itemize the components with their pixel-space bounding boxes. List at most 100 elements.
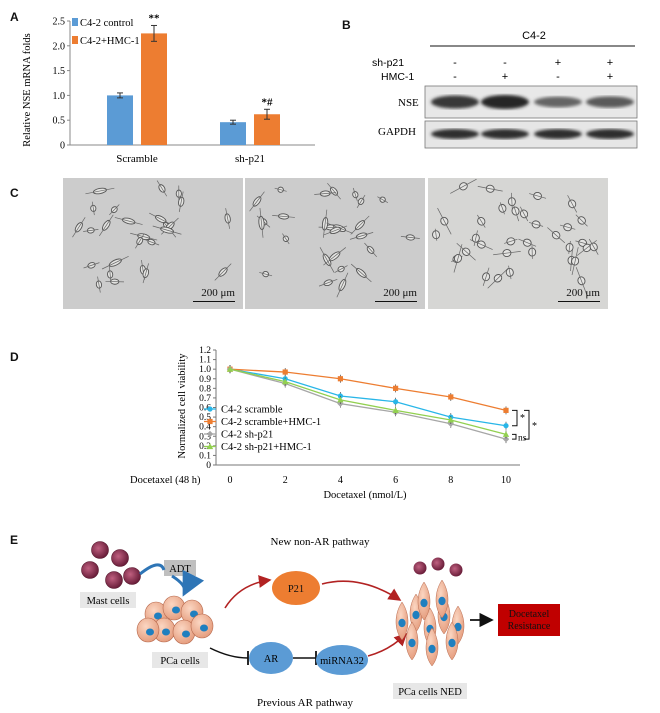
- bracket-3: [512, 433, 517, 440]
- cell-shape: [90, 201, 97, 216]
- cell-shape: [334, 265, 348, 273]
- cell-shape: [259, 271, 273, 278]
- data-point: [282, 369, 288, 375]
- sign-1-0: -: [453, 71, 457, 83]
- cell-shape: [528, 220, 544, 229]
- nse-band: [534, 96, 582, 108]
- mirna-node: [316, 645, 368, 675]
- pca-cells-label: PCa cells: [160, 656, 199, 667]
- cell-shape: [323, 247, 347, 266]
- legend-label-1: C4-2 scramble+HMC-1: [221, 417, 321, 428]
- cell-shape: [477, 184, 503, 193]
- panel-a-ytick-label: 2.5: [53, 17, 66, 28]
- cell-shape: [565, 240, 574, 254]
- panel-a-ytick-label: 2.0: [53, 41, 66, 52]
- cell-shape: [377, 196, 389, 203]
- pca-cells-label-box: [152, 652, 208, 668]
- cell-shape: [437, 207, 452, 235]
- data-point: [447, 416, 454, 423]
- nucleus: [428, 644, 436, 654]
- data-point: [282, 378, 289, 385]
- cell-shape: [109, 204, 120, 216]
- data-point: [337, 396, 344, 403]
- cell-shape: [156, 180, 168, 197]
- cell-shape: [318, 278, 338, 287]
- mast-cells-label: Mast cells: [87, 596, 130, 607]
- bracket-1: [512, 409, 518, 427]
- cell-shape: [83, 262, 100, 269]
- panel-a-chart: Relative NSE mRNA folds 0 0.5 1.0 1.5 2.0 2.5…: [22, 12, 315, 165]
- legend-label-hmc: C4-2+HMC-1: [80, 36, 140, 47]
- panel-b-western-blot: C4-2 sh-p21 HMC-1 - - + + - + - + NSE GAPDH: [372, 30, 638, 149]
- cell-shape: [214, 263, 232, 281]
- cell-shape: [350, 263, 372, 283]
- mast-cell-icon: [111, 549, 129, 567]
- panel-a-ytick-label: 1.5: [53, 66, 66, 77]
- nucleus: [448, 638, 456, 648]
- series-line: [229, 368, 507, 427]
- cell-shape: [336, 272, 349, 298]
- cell-shape: [352, 187, 359, 202]
- row-label-hmc1: HMC-1: [381, 71, 414, 83]
- cell-shape: [321, 209, 329, 238]
- cell-shape: [72, 217, 86, 238]
- cell-shape: [258, 208, 265, 238]
- p21-label: P21: [288, 584, 304, 595]
- bar-0-1: [220, 122, 246, 145]
- panel-d-xrow-label: Docetaxel (48 h): [130, 475, 201, 486]
- inhibit-line-to-ar: [209, 647, 249, 659]
- cell-shape: [135, 233, 145, 249]
- sign-1-2: -: [556, 71, 560, 83]
- pca-cells-cluster: [136, 595, 214, 645]
- panel-a-significance: **: [149, 12, 161, 24]
- ar-label: AR: [264, 654, 279, 665]
- panel-label-d: D: [10, 350, 19, 364]
- cell-shape: [85, 187, 115, 195]
- cell-shape: [505, 265, 514, 280]
- cell-shape: [498, 202, 507, 215]
- cell-shape: [504, 237, 518, 246]
- panel-d-chart: Normalized cell viability 00.10.20.30.40…: [130, 346, 537, 500]
- nucleus: [408, 638, 416, 648]
- nucleus: [438, 596, 446, 606]
- data-point: [207, 418, 213, 425]
- cell-shape: [450, 178, 477, 194]
- mast-cells-cluster: [81, 541, 141, 589]
- bracket-2: [524, 409, 530, 440]
- micrograph-background: [428, 178, 608, 309]
- bottom-pathway-label: Previous AR pathway: [257, 697, 353, 709]
- gapdh-band: [534, 129, 582, 139]
- cell-shape: [432, 228, 440, 241]
- cell-shape: [178, 191, 185, 213]
- panel-d-xtick-label: 2: [283, 475, 288, 486]
- cell-shape: [364, 242, 377, 258]
- cell-shape: [493, 249, 521, 258]
- cell-shape: [99, 214, 114, 237]
- series-3: [226, 365, 510, 439]
- cell-shape: [511, 200, 520, 222]
- panel-a-ytick-label: 0.5: [53, 116, 66, 127]
- panel-d-ylabel: Normalized cell viability: [177, 353, 188, 459]
- panel-d-ytick-label: 0.4: [199, 423, 211, 433]
- sign-0-3: +: [607, 57, 613, 69]
- panel-d-xlabel: Docetaxel (nmol/L): [323, 490, 407, 500]
- cell-shape: [224, 208, 231, 229]
- cell-shape: [571, 247, 580, 276]
- resistance-line-1: Docetaxel: [509, 609, 550, 620]
- bar-1-0: [141, 33, 167, 145]
- sign-1-1: +: [502, 71, 508, 83]
- panel-d-annotation-3: ns: [518, 434, 527, 444]
- panel-d-ytick-label: 0.8: [199, 384, 211, 394]
- panel-a-ylabel: Relative NSE mRNA folds: [22, 33, 33, 146]
- data-point: [206, 430, 214, 438]
- cell-shape: [323, 225, 348, 236]
- sign-0-2: +: [555, 57, 561, 69]
- group-label-c42: C4-2: [522, 30, 546, 42]
- data-point: [448, 394, 454, 400]
- adt-label: ADT: [169, 564, 191, 575]
- gapdh-band: [586, 129, 634, 139]
- legend-label-control: C4-2 control: [80, 18, 133, 29]
- nucleus: [182, 630, 190, 638]
- data-point: [226, 365, 234, 372]
- panel-a-category-label: sh-p21: [235, 153, 265, 165]
